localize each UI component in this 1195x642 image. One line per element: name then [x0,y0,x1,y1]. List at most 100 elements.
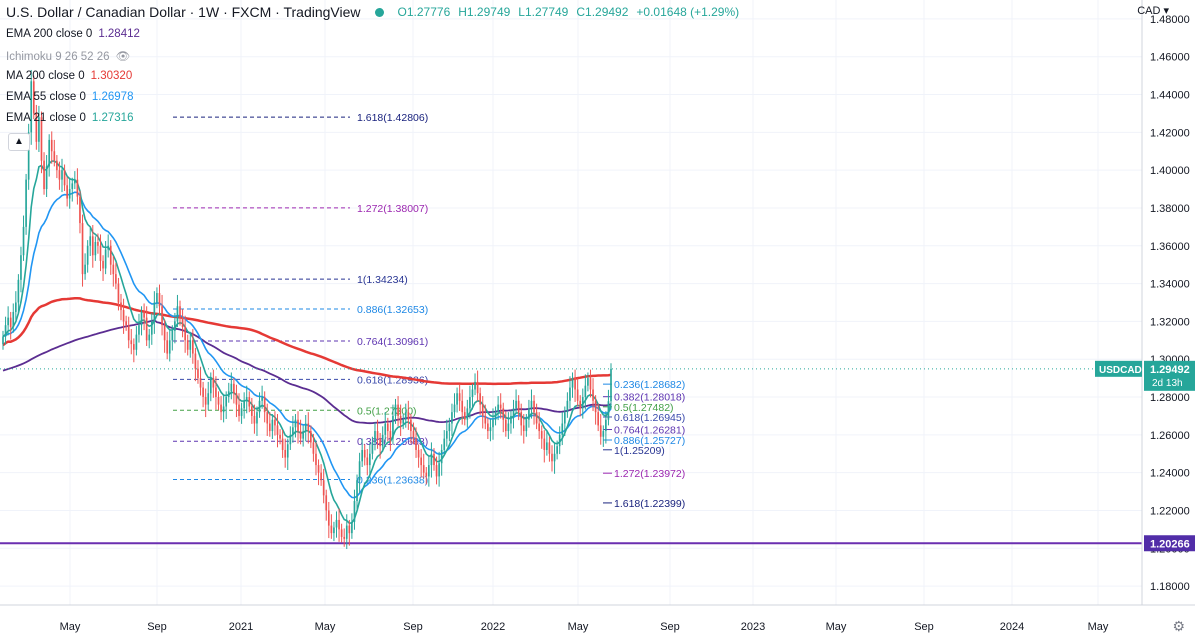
candle-body [302,431,304,439]
candle-body [540,431,543,439]
fib-level-label: 0.236(1.28682) [614,379,685,391]
candle-body [304,423,307,432]
candle-body [163,325,166,341]
symbol-title[interactable]: U.S. Dollar / Canadian Dollar · 1W · FXC… [6,4,361,20]
candle-body [469,397,471,409]
candle-body [30,81,33,133]
candle-body [463,412,466,420]
candle-body [399,415,402,424]
price-axis[interactable]: 1.48000 1.46000 1.44000 1.42000 1.40000 1.380… [1141,0,1195,642]
candle-body [135,334,138,350]
candle-body [471,389,474,398]
candle-body [461,400,464,413]
candle-body [271,419,274,432]
eye-off-icon[interactable]: 👁︎ [115,51,131,63]
indicator-ichimoku[interactable]: Ichimoku 9 26 52 26 👁︎ [6,49,130,63]
candle-body [233,383,235,394]
candle-body [112,264,115,275]
candle-body [412,431,415,439]
candle-body [161,306,163,326]
time-tick-label: Sep [147,621,167,633]
fib-level-label: 0.886(1.25727) [614,435,685,447]
candle-body [551,453,553,462]
candle-body [499,404,502,409]
price-tick-label: 1.44000 [1150,90,1190,102]
candle-body [294,419,297,428]
candle-body [386,423,389,432]
collapse-indicators-button[interactable]: ▲ [8,133,30,151]
price-tag-text: 1.29492 [1150,364,1190,376]
fib-level-label: 0.886(1.32653) [357,304,428,316]
price-tick-label: 1.38000 [1150,203,1190,215]
candle-body [543,438,546,450]
candle-body [156,293,158,303]
candle-body [212,378,215,388]
indicator-ema55[interactable]: EMA 55 close 0 1.26978 [6,91,133,103]
candle-body [466,408,469,420]
candle-body [476,381,479,394]
candle-body [35,113,38,142]
candle-body [99,245,102,261]
candle-body [312,442,315,454]
candle-body [327,510,330,526]
candle-body [589,378,592,390]
fib-level-label: 1.272(1.23972) [614,468,685,480]
candle-body [310,431,312,443]
candle-body [209,378,212,394]
candle-body [571,378,574,388]
indicator-label: EMA 55 close 0 [6,91,86,103]
time-tick-label: May [1088,621,1109,633]
candle-body [125,321,127,326]
candle-body [333,527,335,534]
candle-body [410,419,412,432]
candle-body [512,408,515,416]
candle-body [117,283,120,303]
currency-label: CAD [1137,5,1161,17]
candle-body [253,415,256,424]
candle-body [225,397,228,407]
candle-body [199,378,202,388]
indicator-ma200[interactable]: MA 200 close 0 1.30320 [6,70,132,82]
price-axis-bg [1142,0,1195,642]
candle-body [235,393,238,405]
candle-body [230,383,233,392]
fib-level-label: 0.764(1.26281) [614,425,685,437]
candle-body [371,442,374,454]
ohlc-low: L1.27749 [518,5,569,19]
ohlc-open: O1.27776 [397,5,451,19]
candle-body [340,529,343,537]
candle-body [61,170,63,180]
candle-body [268,423,271,432]
time-tick-label: Sep [660,621,680,633]
candle-body [217,397,220,405]
candle-body [584,385,587,398]
indicator-ema200[interactable]: EMA 200 close 0 1.28412 [6,28,140,40]
price-tick-label: 1.34000 [1150,279,1190,291]
candle-body [189,340,192,350]
currency-selector[interactable]: CAD ▾ [1137,5,1169,17]
indicator-ema21[interactable]: EMA 21 close 0 1.27316 [6,112,133,124]
price-tick-label: 1.40000 [1150,165,1190,177]
candle-body [394,404,397,416]
candle-body [207,393,210,405]
candle-body [281,438,284,450]
time-axis[interactable]: May Sep 2021 May Sep 2022 May Sep 2023 May Sep 2024… [0,604,1195,633]
indicator-label: EMA 21 close 0 [6,112,86,124]
price-tag-bg [1144,360,1195,391]
candle-body [63,170,66,186]
candle-body [150,321,153,335]
candle-body [4,325,7,337]
candle-body [402,419,405,424]
candle-body [48,139,51,167]
candle-body [497,404,499,413]
candle-body [109,245,112,265]
candle-body [43,160,45,190]
time-tick-label: May [60,621,81,633]
candle-body [179,306,181,318]
candle-body [517,400,520,413]
candle-body [548,442,551,454]
gear-icon[interactable]: ⚙ [1172,618,1185,634]
time-tick-label: 2024 [1000,621,1024,633]
candle-body [289,434,292,445]
